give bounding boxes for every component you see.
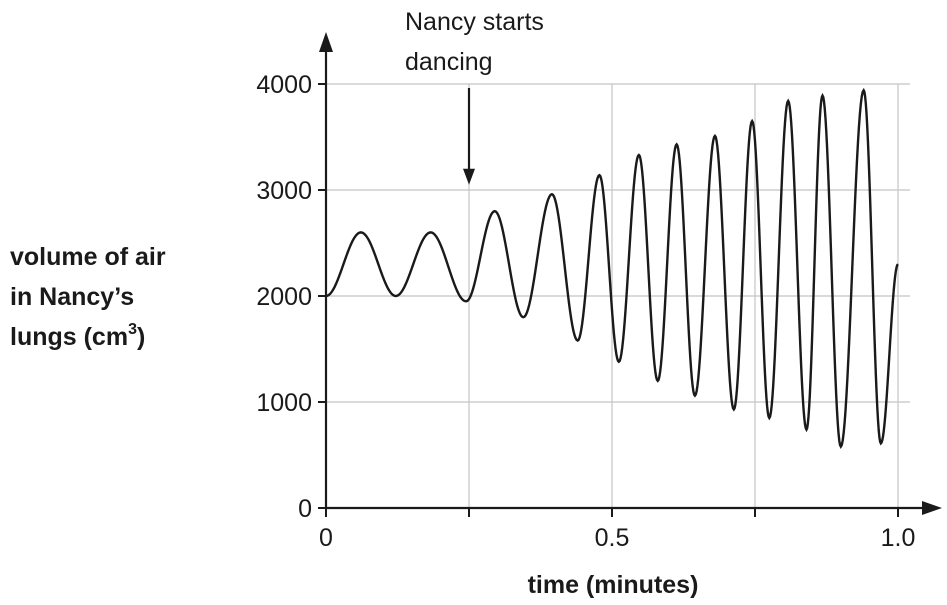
y-axis-title-sup: 3 — [128, 321, 137, 338]
y-tick-label: 1000 — [256, 389, 312, 417]
y-axis-title: volume of air in Nancy’s lungs (cm3) — [10, 243, 166, 351]
grid-lines — [326, 83, 910, 508]
tick-marks: 0 1000 2000 3000 4000 0 0.5 1.0 — [256, 71, 915, 552]
annotation-line-1: Nancy starts — [405, 8, 544, 36]
y-tick-label: 0 — [298, 495, 312, 523]
x-axis-arrowhead — [922, 501, 942, 515]
y-axis-title-line-1: volume of air — [10, 243, 166, 271]
x-tick-label: 0.5 — [595, 524, 630, 552]
y-axis-title-close: ) — [137, 323, 145, 351]
y-axis-title-main: lungs (cm — [10, 323, 128, 351]
y-axis-arrowhead — [319, 32, 333, 52]
series-line-lung-volume — [325, 87, 899, 449]
y-axis-title-line-3: lungs (cm3) — [10, 321, 145, 351]
annotation-arrowhead — [463, 168, 475, 185]
annotation: Nancy starts dancing — [405, 8, 544, 185]
annotation-line-2: dancing — [405, 48, 493, 76]
x-tick-label: 1.0 — [881, 524, 916, 552]
axes — [319, 32, 942, 515]
x-axis-title: time (minutes) — [528, 571, 699, 599]
y-tick-label: 4000 — [256, 71, 312, 99]
y-tick-label: 3000 — [256, 177, 312, 205]
y-tick-label: 2000 — [256, 283, 312, 311]
y-axis-title-line-2: in Nancy’s — [10, 283, 134, 311]
x-tick-label: 0 — [319, 524, 333, 552]
